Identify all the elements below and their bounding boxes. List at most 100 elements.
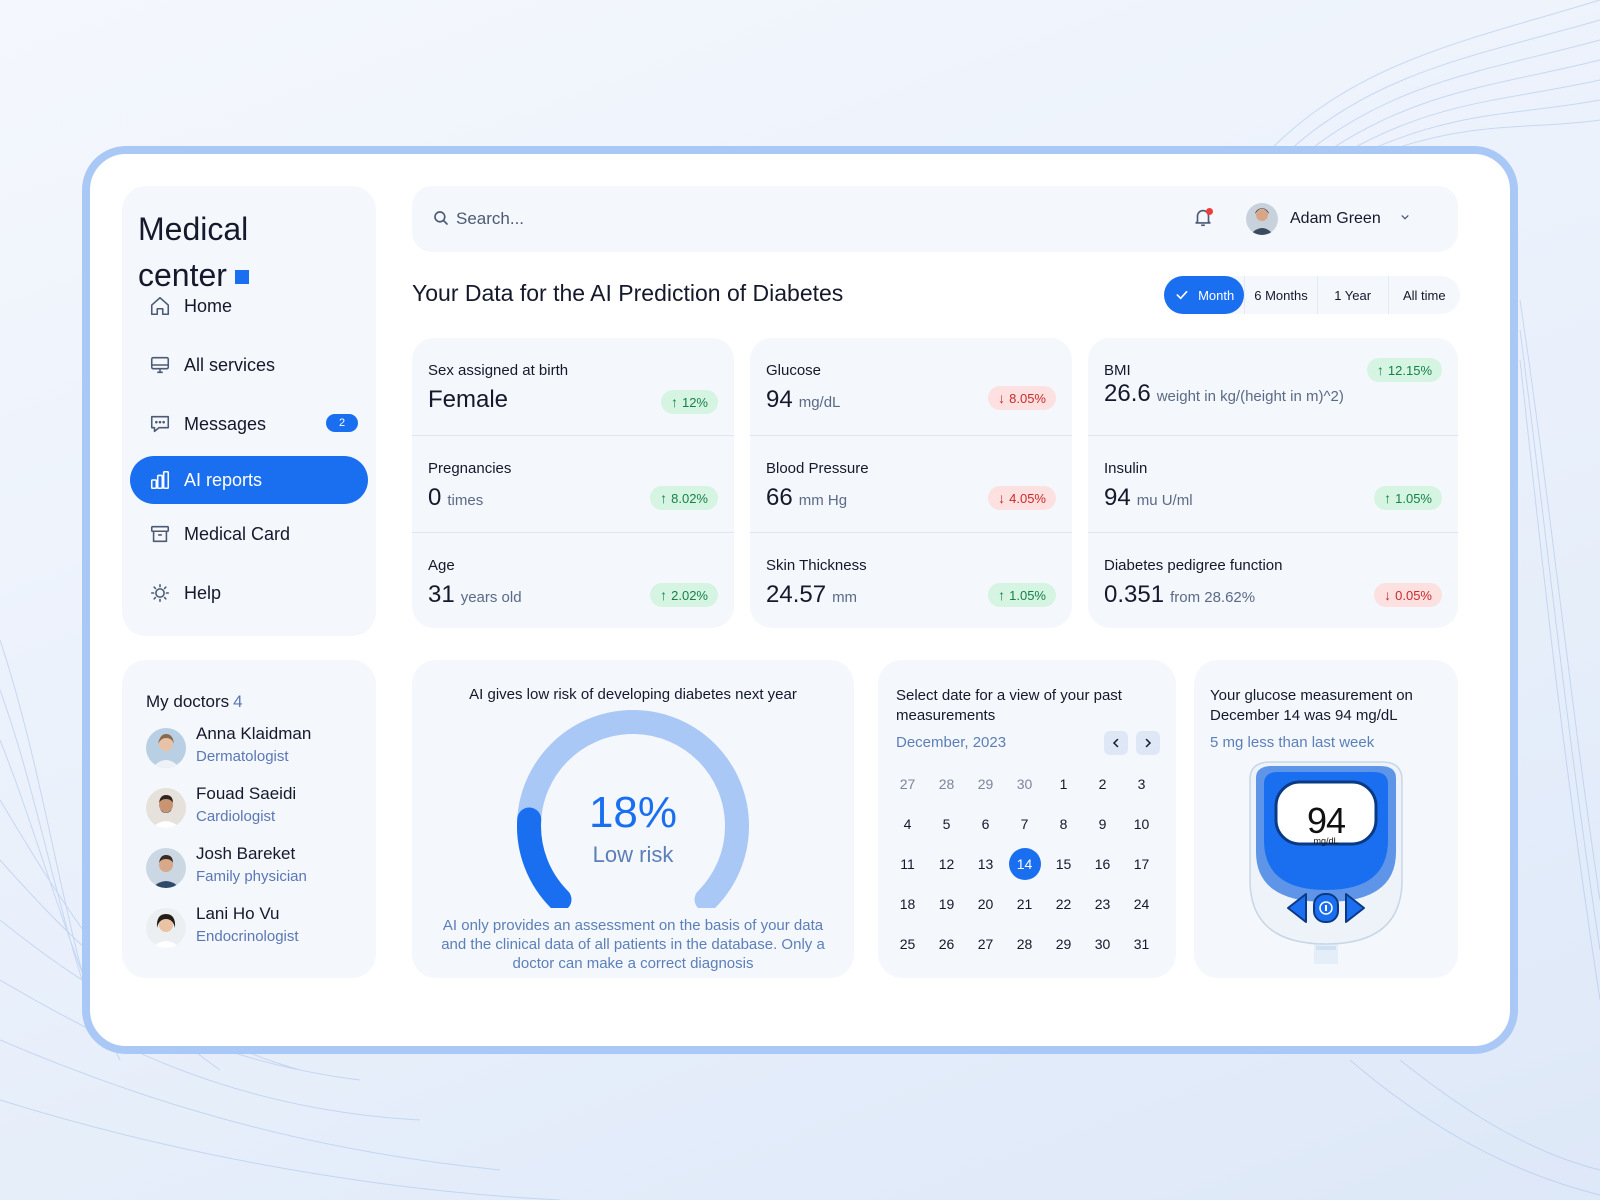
tab-1-year[interactable]: 1 Year [1316,276,1388,314]
lightbulb-icon [148,581,172,605]
calendar-day-number: 16 [1094,856,1111,872]
sidebar-item-messages[interactable]: Messages 2 [130,400,368,448]
sidebar-item-label: Medical Card [184,523,291,544]
notification-dot [1206,208,1213,215]
metrics-column-2: Glucose 94 mg/dL ↓ 8.05% Blood Pressure 66… [750,338,1072,628]
sidebar-item-home[interactable]: Home [130,282,368,330]
calendar-day[interactable]: 1 [1044,764,1083,804]
calendar-day-number: 30 [1016,776,1033,792]
search-input[interactable] [456,202,1056,236]
calendar-day[interactable]: 20 [966,884,1005,924]
metric-pregnancies[interactable]: Pregnancies 0 times ↑ 8.02% [412,435,734,531]
calendar-day[interactable]: 12 [927,844,966,884]
metric-bmi[interactable]: BMI 26.6 weight in kg/(height in m)^2) ↑ 1… [1088,338,1458,434]
calendar-day[interactable]: 30 [1005,764,1044,804]
doctor-item[interactable]: Josh Bareket Family physician [146,844,366,892]
calendar-day[interactable]: 19 [927,884,966,924]
calendar-day[interactable]: 17 [1122,844,1161,884]
doctor-item[interactable]: Fouad Saeidi Cardiologist [146,784,366,832]
arrow-up-icon: ↑ [670,394,678,410]
calendar-day[interactable]: 21 [1005,884,1044,924]
metric-value: 66 mm Hg [766,484,847,512]
brand-title-line2: center [138,252,249,298]
calendar-day[interactable]: 27 [966,924,1005,964]
metric-unit: mu U/ml [1136,492,1193,509]
calendar-day-number: 18 [899,896,916,912]
sidebar-item-ai-reports[interactable]: AI reports [130,456,368,504]
calendar-day[interactable]: 8 [1044,804,1083,844]
calendar-day[interactable]: 2 [1083,764,1122,804]
calendar-day[interactable]: 23 [1083,884,1122,924]
calendar-month: December, 2023 [896,734,1007,751]
calendar-day-number: 11 [900,856,915,872]
calendar-day[interactable]: 29 [1044,924,1083,964]
calendar-day-selected[interactable]: 14 [1005,844,1044,884]
calendar-day[interactable]: 27 [888,764,927,804]
calendar-day[interactable]: 26 [927,924,966,964]
calendar-day[interactable]: 31 [1122,924,1161,964]
calendar-day[interactable]: 22 [1044,884,1083,924]
sidebar-item-help[interactable]: Help [130,569,368,617]
calendar-day[interactable]: 3 [1122,764,1161,804]
metric-skin-thickness[interactable]: Skin Thickness 24.57 mm ↑ 1.05% [750,532,1072,628]
calendar-day[interactable]: 15 [1044,844,1083,884]
sidebar-item-medical-card[interactable]: Medical Card [130,510,368,558]
calendar-prev-button[interactable] [1104,731,1128,755]
metric-label: Pregnancies [428,460,512,477]
calendar-day[interactable]: 29 [966,764,1005,804]
calendar-day[interactable]: 6 [966,804,1005,844]
glucose-title: Your glucose measurement on December 14 … [1210,687,1413,724]
calendar-day[interactable]: 11 [888,844,927,884]
calendar-day-number: 27 [899,776,916,792]
calendar-day-number: 26 [938,936,955,952]
metric-insulin[interactable]: Insulin 94 mu U/ml ↑ 1.05% [1088,435,1458,531]
change-value: 8.02% [671,490,708,506]
metric-glucose[interactable]: Glucose 94 mg/dL ↓ 8.05% [750,338,1072,434]
calendar-day[interactable]: 25 [888,924,927,964]
calendar-day[interactable]: 9 [1083,804,1122,844]
tab-label: 6 Months [1254,287,1308,303]
meter-display-value: 94 [1306,800,1346,841]
tab-all-time[interactable]: All time [1387,276,1460,314]
calendar-day[interactable]: 30 [1083,924,1122,964]
metric-unit: times [447,492,484,509]
change-badge: ↑ 1.05% [988,583,1056,607]
metric-blood-pressure[interactable]: Blood Pressure 66 mm Hg ↓ 4.05% [750,435,1072,531]
sidebar-item-all-services[interactable]: All services [130,341,368,389]
notification-bell-icon[interactable] [1192,206,1216,230]
tab-6-months[interactable]: 6 Months [1244,276,1316,314]
calendar-day-number: 22 [1055,896,1072,912]
calendar-day[interactable]: 13 [966,844,1005,884]
calendar-next-button[interactable] [1136,731,1160,755]
metric-sex[interactable]: Sex assigned at birth Female ↑ 12% [412,338,734,434]
doctor-item[interactable]: Lani Ho Vu Endocrinologist [146,904,366,952]
calendar-day[interactable]: 7 [1005,804,1044,844]
calendar-day[interactable]: 10 [1122,804,1161,844]
calendar-day[interactable]: 4 [888,804,927,844]
metric-age[interactable]: Age 31 years old ↑ 2.02% [412,532,734,628]
doctors-count: 4 [233,692,243,711]
brand-logo: Medical center [138,206,249,298]
metric-number: 24.57 [766,581,827,608]
calendar-day[interactable]: 28 [1005,924,1044,964]
user-avatar[interactable] [1246,203,1278,235]
monitor-icon [148,353,172,377]
calendar-day[interactable]: 16 [1083,844,1122,884]
calendar-day-number: 25 [899,936,916,952]
calendar-day[interactable]: 5 [927,804,966,844]
doctor-item[interactable]: Anna Klaidman Dermatologist [146,724,366,772]
calendar-day[interactable]: 24 [1122,884,1161,924]
calendar-day-number: 2 [1098,776,1107,792]
metric-unit: mm Hg [798,492,848,509]
metric-value: 26.6 weight in kg/(height in m)^2) [1104,380,1344,408]
calendar-day[interactable]: 28 [927,764,966,804]
user-name[interactable]: Adam Green [1290,210,1381,227]
tab-month[interactable]: Month [1164,276,1245,314]
calendar-day-number: 7 [1020,816,1029,832]
change-badge: ↓ 8.05% [988,386,1056,410]
calendar-day[interactable]: 18 [888,884,927,924]
chevron-down-icon[interactable] [1398,210,1412,224]
metric-value: 94 mu U/ml [1104,484,1193,512]
metric-pedigree[interactable]: Diabetes pedigree function 0.351 from 28.… [1088,532,1458,628]
period-tabs: Month 6 Months 1 Year All time [1164,276,1460,314]
